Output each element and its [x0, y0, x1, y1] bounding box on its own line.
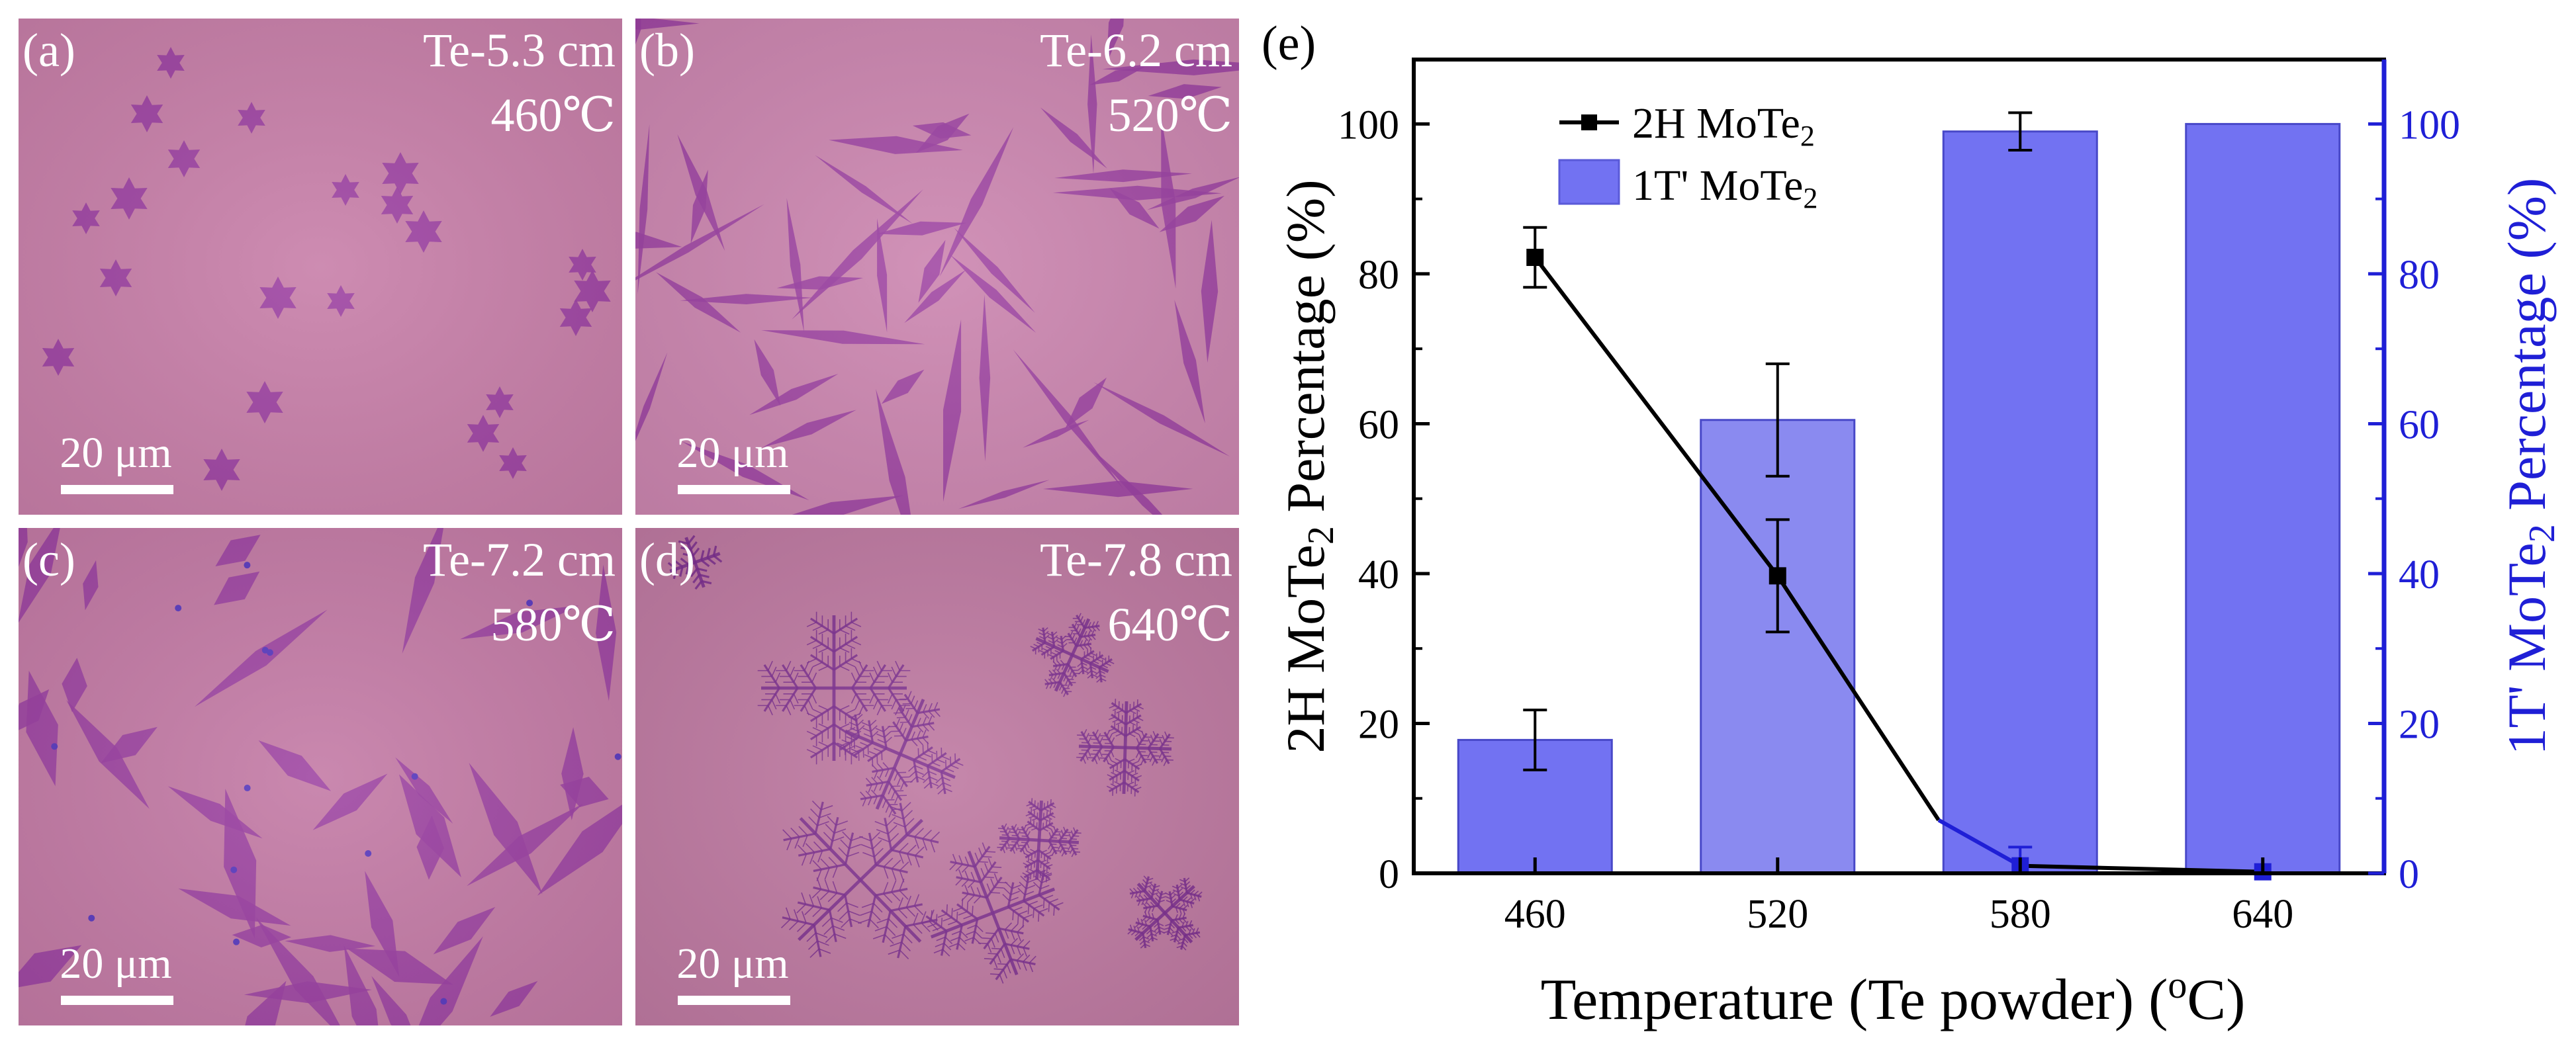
left-y-axis-ticks: 0 20 40 60 80 100	[1338, 103, 1430, 897]
bar-1t-580	[1942, 130, 2098, 875]
panel-a-sample-label: Te-5.3 cm	[423, 24, 616, 77]
right-tick-label-60: 60	[2399, 402, 2440, 447]
line-point-520	[1765, 518, 1790, 634]
right-tick-label-0: 0	[2399, 852, 2419, 897]
panel-c-sample-label: Te-7.2 cm	[423, 533, 616, 586]
legend-2h-label: 2H MoTe2	[1632, 99, 1815, 152]
legend-1t-label: 1T' MoTe2	[1632, 161, 1817, 214]
x-tick-label-460: 460	[1504, 892, 1566, 937]
left-tick-label-60: 60	[1358, 402, 1399, 447]
panel-c-scale-label: 20 μm	[60, 939, 171, 988]
panel-c-scale-bar	[61, 996, 173, 1005]
panel-d-temperature-label: 640℃	[1107, 598, 1232, 651]
legend: 2H MoTe2 1T' MoTe2	[1558, 99, 1817, 214]
bar-1t-640	[2185, 122, 2341, 875]
right-tick-label-100: 100	[2399, 103, 2460, 148]
bar-error-bars	[1523, 111, 2033, 771]
x-axis-title: Temperature (Te powder) (oC)	[1541, 963, 2246, 1032]
panel-d-scale-label: 20 μm	[676, 939, 788, 988]
panel-b-temperature-label: 520℃	[1107, 89, 1232, 142]
legend-marker-swatch	[1581, 114, 1597, 130]
micrograph-panel-c: (c) Te-7.2 cm 580℃ 20 μm	[19, 528, 622, 1025]
line-2h-segment-tail	[2020, 863, 2263, 874]
left-tick-label-40: 40	[1358, 552, 1399, 597]
x-tick-label-520: 520	[1747, 892, 1808, 937]
panel-a-temperature-label: 460℃	[490, 89, 616, 142]
panel-c-temperature-label: 580℃	[490, 598, 616, 651]
marker-2h-520	[1769, 567, 1786, 585]
chart-panel-e: (e) 0 20 40 60 80 100 0 20 40 60 80 100 460 520 580 6…	[1262, 17, 2563, 1032]
x-tick-label-580: 580	[1990, 892, 2051, 937]
bar-error-520	[1765, 362, 1790, 478]
panel-b-sample-label: Te-6.2 cm	[1040, 24, 1232, 77]
micrograph-panel-b: (b) Te-6.2 cm 520℃ 20 μm	[635, 19, 1239, 515]
left-tick-label-20: 20	[1358, 702, 1399, 747]
right-tick-label-20: 20	[2399, 702, 2440, 747]
panel-d-shading	[635, 528, 1239, 1025]
panel-d-sample-label: Te-7.8 cm	[1040, 533, 1232, 586]
bar-1t-520	[1700, 419, 1856, 875]
left-tick-label-80: 80	[1358, 253, 1399, 298]
panel-b-scale-bar	[678, 485, 790, 494]
x-axis-ticks: 460 520 580 640	[1504, 857, 2293, 937]
line-2h-series	[1523, 226, 2272, 881]
line-2h-segment-blue	[1937, 818, 2021, 868]
marker-2h-460	[1526, 249, 1544, 267]
panel-d-label: (d)	[639, 533, 695, 586]
legend-bar-swatch	[1558, 159, 1620, 205]
bar-error-460	[1523, 709, 1547, 771]
y-axis-right-title: 1T' MoTe2 Percentage (%)	[2497, 178, 2563, 756]
panel-a-scale-label: 20 μm	[60, 429, 171, 477]
bars-1t-series	[1457, 122, 2341, 875]
panel-b-label: (b)	[639, 24, 695, 77]
line-point-460	[1523, 226, 1547, 289]
left-tick-label-0: 0	[1379, 852, 1399, 897]
chart-panel-label: (e)	[1262, 17, 1316, 71]
right-y-axis-ticks: 0 20 40 60 80 100	[2368, 103, 2460, 897]
panel-c-shading	[19, 528, 622, 1025]
right-tick-label-80: 80	[2399, 253, 2440, 298]
panel-c-label: (c)	[23, 533, 75, 586]
right-tick-label-40: 40	[2399, 552, 2440, 597]
panel-d-scale-bar	[678, 996, 790, 1005]
y-axis-left-title: 2H MoTe2 Percentage (%)	[1275, 180, 1342, 754]
x-tick-label-640: 640	[2232, 892, 2293, 937]
panel-a-shading	[19, 19, 622, 515]
micrograph-panel-d: (d) Te-7.8 cm 640℃ 20 μm	[635, 528, 1239, 1025]
panel-b-scale-label: 20 μm	[676, 429, 788, 477]
micrograph-panel-a: (a) Te-5.3 cm 460℃ 20 μm	[19, 19, 622, 515]
bar-error-580	[2008, 111, 2033, 152]
panel-a-scale-bar	[61, 485, 173, 494]
panel-b-shading	[635, 19, 1239, 515]
left-tick-label-100: 100	[1338, 103, 1399, 148]
panel-a-label: (a)	[23, 24, 75, 77]
